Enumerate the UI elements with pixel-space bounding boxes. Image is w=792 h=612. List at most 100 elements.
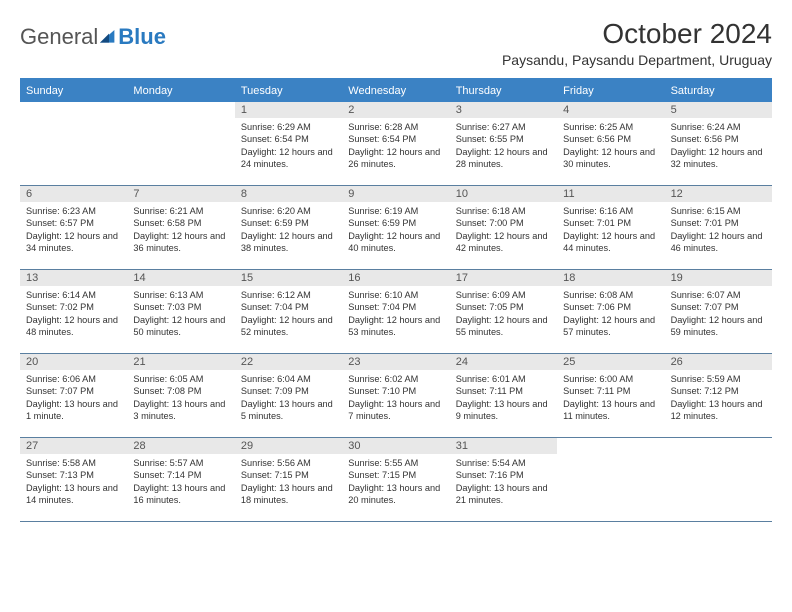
sunrise-line: Sunrise: 6:13 AM	[133, 289, 228, 301]
daylight-line: Daylight: 12 hours and 36 minutes.	[133, 230, 228, 255]
sunrise-line: Sunrise: 5:57 AM	[133, 457, 228, 469]
day-info: Sunrise: 6:28 AMSunset: 6:54 PMDaylight:…	[342, 118, 449, 175]
empty-cell	[665, 438, 772, 522]
day-info: Sunrise: 6:14 AMSunset: 7:02 PMDaylight:…	[20, 286, 127, 343]
day-number: 29	[235, 438, 342, 454]
weekday-header: Friday	[557, 80, 664, 102]
sunset-line: Sunset: 7:01 PM	[563, 217, 658, 229]
daylight-line: Daylight: 13 hours and 3 minutes.	[133, 398, 228, 423]
sunrise-line: Sunrise: 6:06 AM	[26, 373, 121, 385]
weekday-header: Tuesday	[235, 80, 342, 102]
sunrise-line: Sunrise: 6:29 AM	[241, 121, 336, 133]
day-cell: 19Sunrise: 6:07 AMSunset: 7:07 PMDayligh…	[665, 270, 772, 354]
day-info: Sunrise: 5:58 AMSunset: 7:13 PMDaylight:…	[20, 454, 127, 511]
sunset-line: Sunset: 7:08 PM	[133, 385, 228, 397]
sunset-line: Sunset: 6:56 PM	[563, 133, 658, 145]
day-cell: 25Sunrise: 6:00 AMSunset: 7:11 PMDayligh…	[557, 354, 664, 438]
sunset-line: Sunset: 7:13 PM	[26, 469, 121, 481]
day-number: 4	[557, 102, 664, 118]
calendar-page: General Blue October 2024 Paysandu, Pays…	[0, 0, 792, 532]
day-info: Sunrise: 5:56 AMSunset: 7:15 PMDaylight:…	[235, 454, 342, 511]
sunrise-line: Sunrise: 6:00 AM	[563, 373, 658, 385]
day-cell: 13Sunrise: 6:14 AMSunset: 7:02 PMDayligh…	[20, 270, 127, 354]
sunrise-line: Sunrise: 5:59 AM	[671, 373, 766, 385]
day-cell: 5Sunrise: 6:24 AMSunset: 6:56 PMDaylight…	[665, 102, 772, 186]
empty-cell	[20, 102, 127, 186]
daylight-line: Daylight: 12 hours and 32 minutes.	[671, 146, 766, 171]
day-number: 19	[665, 270, 772, 286]
day-number: 3	[450, 102, 557, 118]
sunrise-line: Sunrise: 6:15 AM	[671, 205, 766, 217]
day-number: 23	[342, 354, 449, 370]
empty-cell	[557, 438, 664, 522]
sunset-line: Sunset: 7:07 PM	[671, 301, 766, 313]
day-cell: 7Sunrise: 6:21 AMSunset: 6:58 PMDaylight…	[127, 186, 234, 270]
location-text: Paysandu, Paysandu Department, Uruguay	[502, 52, 772, 68]
daylight-line: Daylight: 12 hours and 26 minutes.	[348, 146, 443, 171]
day-info: Sunrise: 6:01 AMSunset: 7:11 PMDaylight:…	[450, 370, 557, 427]
sunset-line: Sunset: 7:01 PM	[671, 217, 766, 229]
sunrise-line: Sunrise: 6:24 AM	[671, 121, 766, 133]
day-number: 10	[450, 186, 557, 202]
sunrise-line: Sunrise: 6:23 AM	[26, 205, 121, 217]
day-number: 1	[235, 102, 342, 118]
sunrise-line: Sunrise: 5:58 AM	[26, 457, 121, 469]
daylight-line: Daylight: 12 hours and 34 minutes.	[26, 230, 121, 255]
day-info: Sunrise: 6:00 AMSunset: 7:11 PMDaylight:…	[557, 370, 664, 427]
sunrise-line: Sunrise: 6:19 AM	[348, 205, 443, 217]
brand-logo: General Blue	[20, 18, 166, 50]
sunset-line: Sunset: 7:12 PM	[671, 385, 766, 397]
sunset-line: Sunset: 7:03 PM	[133, 301, 228, 313]
sunrise-line: Sunrise: 6:16 AM	[563, 205, 658, 217]
day-number: 31	[450, 438, 557, 454]
daylight-line: Daylight: 12 hours and 57 minutes.	[563, 314, 658, 339]
day-info: Sunrise: 6:08 AMSunset: 7:06 PMDaylight:…	[557, 286, 664, 343]
sunset-line: Sunset: 7:05 PM	[456, 301, 551, 313]
day-number: 13	[20, 270, 127, 286]
day-cell: 11Sunrise: 6:16 AMSunset: 7:01 PMDayligh…	[557, 186, 664, 270]
weekday-header: Thursday	[450, 80, 557, 102]
day-number: 20	[20, 354, 127, 370]
daylight-line: Daylight: 13 hours and 21 minutes.	[456, 482, 551, 507]
daylight-line: Daylight: 12 hours and 48 minutes.	[26, 314, 121, 339]
day-info: Sunrise: 5:59 AMSunset: 7:12 PMDaylight:…	[665, 370, 772, 427]
day-number: 24	[450, 354, 557, 370]
daylight-line: Daylight: 12 hours and 30 minutes.	[563, 146, 658, 171]
sunrise-line: Sunrise: 6:09 AM	[456, 289, 551, 301]
day-info: Sunrise: 6:12 AMSunset: 7:04 PMDaylight:…	[235, 286, 342, 343]
sunset-line: Sunset: 6:58 PM	[133, 217, 228, 229]
header: General Blue October 2024 Paysandu, Pays…	[20, 18, 772, 74]
sunset-line: Sunset: 7:10 PM	[348, 385, 443, 397]
sunrise-line: Sunrise: 6:05 AM	[133, 373, 228, 385]
day-cell: 29Sunrise: 5:56 AMSunset: 7:15 PMDayligh…	[235, 438, 342, 522]
day-cell: 26Sunrise: 5:59 AMSunset: 7:12 PMDayligh…	[665, 354, 772, 438]
weekday-header: Saturday	[665, 80, 772, 102]
day-cell: 18Sunrise: 6:08 AMSunset: 7:06 PMDayligh…	[557, 270, 664, 354]
day-cell: 15Sunrise: 6:12 AMSunset: 7:04 PMDayligh…	[235, 270, 342, 354]
day-info: Sunrise: 6:20 AMSunset: 6:59 PMDaylight:…	[235, 202, 342, 259]
day-info: Sunrise: 5:54 AMSunset: 7:16 PMDaylight:…	[450, 454, 557, 511]
day-cell: 27Sunrise: 5:58 AMSunset: 7:13 PMDayligh…	[20, 438, 127, 522]
day-number: 11	[557, 186, 664, 202]
day-number: 9	[342, 186, 449, 202]
day-cell: 21Sunrise: 6:05 AMSunset: 7:08 PMDayligh…	[127, 354, 234, 438]
daylight-line: Daylight: 12 hours and 55 minutes.	[456, 314, 551, 339]
day-info: Sunrise: 5:57 AMSunset: 7:14 PMDaylight:…	[127, 454, 234, 511]
day-number: 15	[235, 270, 342, 286]
day-number: 16	[342, 270, 449, 286]
day-number: 6	[20, 186, 127, 202]
day-cell: 14Sunrise: 6:13 AMSunset: 7:03 PMDayligh…	[127, 270, 234, 354]
day-cell: 2Sunrise: 6:28 AMSunset: 6:54 PMDaylight…	[342, 102, 449, 186]
day-cell: 6Sunrise: 6:23 AMSunset: 6:57 PMDaylight…	[20, 186, 127, 270]
sunrise-line: Sunrise: 6:04 AM	[241, 373, 336, 385]
day-number: 12	[665, 186, 772, 202]
day-info: Sunrise: 6:02 AMSunset: 7:10 PMDaylight:…	[342, 370, 449, 427]
sunset-line: Sunset: 6:54 PM	[241, 133, 336, 145]
day-info: Sunrise: 6:18 AMSunset: 7:00 PMDaylight:…	[450, 202, 557, 259]
sunrise-line: Sunrise: 5:54 AM	[456, 457, 551, 469]
sunrise-line: Sunrise: 6:21 AM	[133, 205, 228, 217]
day-cell: 8Sunrise: 6:20 AMSunset: 6:59 PMDaylight…	[235, 186, 342, 270]
sunrise-line: Sunrise: 5:56 AM	[241, 457, 336, 469]
day-cell: 17Sunrise: 6:09 AMSunset: 7:05 PMDayligh…	[450, 270, 557, 354]
day-cell: 9Sunrise: 6:19 AMSunset: 6:59 PMDaylight…	[342, 186, 449, 270]
